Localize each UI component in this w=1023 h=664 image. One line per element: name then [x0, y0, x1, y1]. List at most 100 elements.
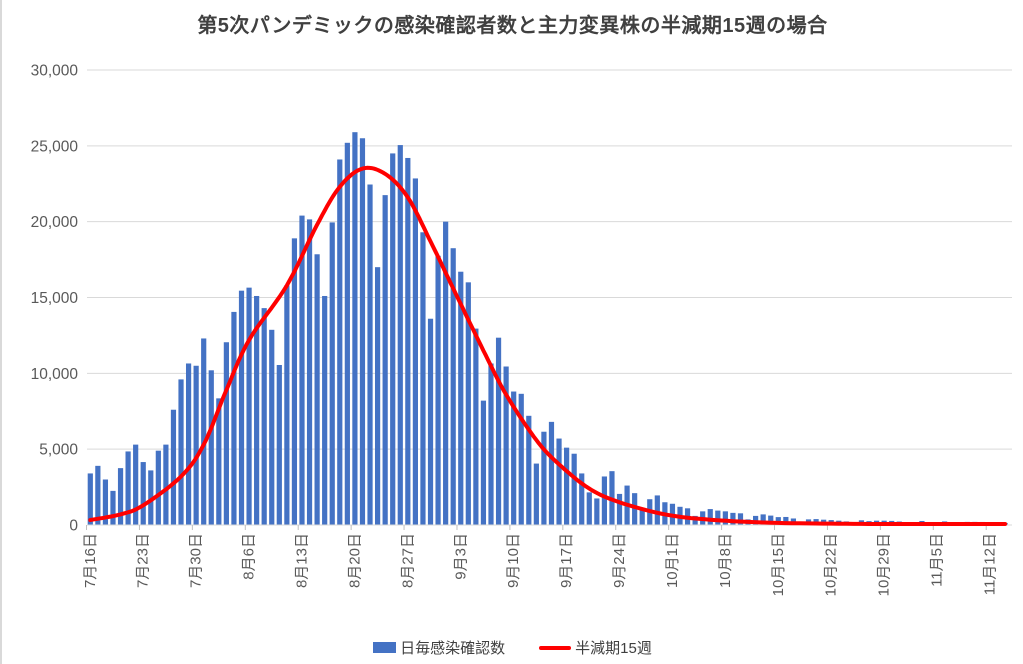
bar[interactable]: [730, 512, 736, 525]
bar[interactable]: [110, 490, 116, 525]
bar[interactable]: [382, 195, 388, 525]
legend-line-label: 半減期15週: [575, 640, 652, 657]
bar[interactable]: [284, 285, 290, 525]
x-tick-label: 10月22日: [823, 533, 840, 596]
bar[interactable]: [495, 337, 502, 525]
bar[interactable]: [503, 366, 509, 525]
bar[interactable]: [450, 248, 456, 526]
bar[interactable]: [306, 219, 313, 525]
bar[interactable]: [722, 511, 728, 525]
bar[interactable]: [707, 509, 713, 525]
bar[interactable]: [163, 444, 169, 525]
x-axis-ticks: [86, 525, 987, 530]
bar[interactable]: [526, 415, 532, 525]
bar[interactable]: [737, 513, 744, 525]
bar[interactable]: [412, 178, 418, 526]
bar[interactable]: [254, 295, 260, 525]
x-tick-label: 8月20日: [346, 533, 363, 588]
bar[interactable]: [632, 493, 638, 525]
bar[interactable]: [511, 391, 517, 525]
y-tick-label: 20,000: [31, 214, 79, 231]
bar[interactable]: [654, 495, 660, 525]
bar[interactable]: [443, 221, 449, 525]
series-halflife-model-line[interactable]: [88, 165, 1008, 526]
x-tick-label: 7月16日: [82, 533, 99, 588]
bar[interactable]: [337, 159, 343, 525]
bar[interactable]: [768, 515, 774, 525]
bar[interactable]: [246, 287, 252, 525]
bar[interactable]: [238, 290, 245, 525]
bar[interactable]: [435, 255, 441, 525]
bar[interactable]: [223, 342, 229, 525]
bar[interactable]: [548, 421, 555, 525]
bar[interactable]: [541, 431, 547, 525]
bar[interactable]: [564, 447, 570, 525]
bar[interactable]: [359, 138, 366, 525]
x-tick-label: 8月6日: [241, 533, 258, 580]
bar[interactable]: [760, 514, 766, 525]
bar[interactable]: [473, 328, 479, 525]
bar[interactable]: [397, 145, 403, 525]
bar[interactable]: [193, 365, 199, 525]
bar[interactable]: [216, 398, 222, 525]
bar[interactable]: [95, 465, 101, 525]
bar[interactable]: [322, 295, 328, 525]
bar[interactable]: [102, 479, 109, 526]
bar[interactable]: [125, 451, 131, 525]
bar[interactable]: [208, 370, 214, 525]
y-tick-label: 15,000: [31, 290, 79, 307]
bar[interactable]: [601, 476, 608, 525]
bar[interactable]: [170, 409, 177, 525]
bar[interactable]: [352, 132, 358, 525]
x-tick-label: 10月8日: [717, 533, 734, 588]
bar[interactable]: [405, 157, 411, 525]
bar[interactable]: [639, 508, 645, 525]
bar[interactable]: [155, 450, 161, 525]
bar[interactable]: [556, 438, 562, 525]
bar[interactable]: [783, 516, 789, 525]
bar[interactable]: [314, 254, 320, 525]
bar[interactable]: [480, 400, 487, 525]
x-tick-label: 9月17日: [558, 533, 575, 588]
bar[interactable]: [87, 473, 93, 525]
bar[interactable]: [291, 238, 298, 525]
bar[interactable]: [367, 184, 373, 525]
legend-bar-label: 日毎感染確認数: [400, 640, 506, 657]
bar[interactable]: [488, 363, 494, 525]
bar[interactable]: [715, 510, 721, 525]
x-tick-label: 8月13日: [293, 533, 310, 588]
bar[interactable]: [594, 498, 600, 525]
bar[interactable]: [276, 364, 282, 525]
bar[interactable]: [465, 282, 471, 525]
bar[interactable]: [420, 232, 426, 526]
x-tick-label: 9月24日: [611, 533, 628, 588]
bar[interactable]: [185, 363, 192, 525]
x-axis-labels: 7月16日 7月23日 7月30日 8月6日 8月13日 8月20日 8月27日 9月3日 9月…: [82, 533, 999, 596]
bar[interactable]: [117, 468, 124, 525]
bar[interactable]: [133, 444, 139, 525]
bar[interactable]: [201, 338, 207, 525]
bar[interactable]: [571, 453, 577, 525]
bar[interactable]: [616, 493, 623, 525]
bar[interactable]: [518, 393, 524, 525]
bar[interactable]: [579, 473, 585, 525]
legend-bar-swatch-icon: [373, 642, 397, 653]
y-tick-label: 5,000: [39, 442, 78, 459]
legend-item-daily-cases[interactable]: 日毎感染確認数: [373, 637, 505, 658]
legend-item-halflife-model[interactable]: 半減期15週: [539, 637, 652, 658]
bar[interactable]: [148, 470, 154, 525]
bar[interactable]: [269, 329, 275, 525]
bar[interactable]: [586, 492, 592, 525]
bar[interactable]: [231, 311, 237, 525]
bar[interactable]: [178, 379, 184, 525]
bar[interactable]: [533, 463, 539, 525]
bar[interactable]: [374, 267, 381, 525]
bar[interactable]: [329, 222, 335, 526]
bar[interactable]: [427, 318, 434, 525]
bar[interactable]: [140, 462, 146, 525]
bar[interactable]: [344, 142, 350, 526]
bar[interactable]: [261, 308, 267, 525]
bar[interactable]: [458, 271, 464, 525]
bar[interactable]: [299, 215, 305, 525]
bar[interactable]: [390, 153, 396, 525]
